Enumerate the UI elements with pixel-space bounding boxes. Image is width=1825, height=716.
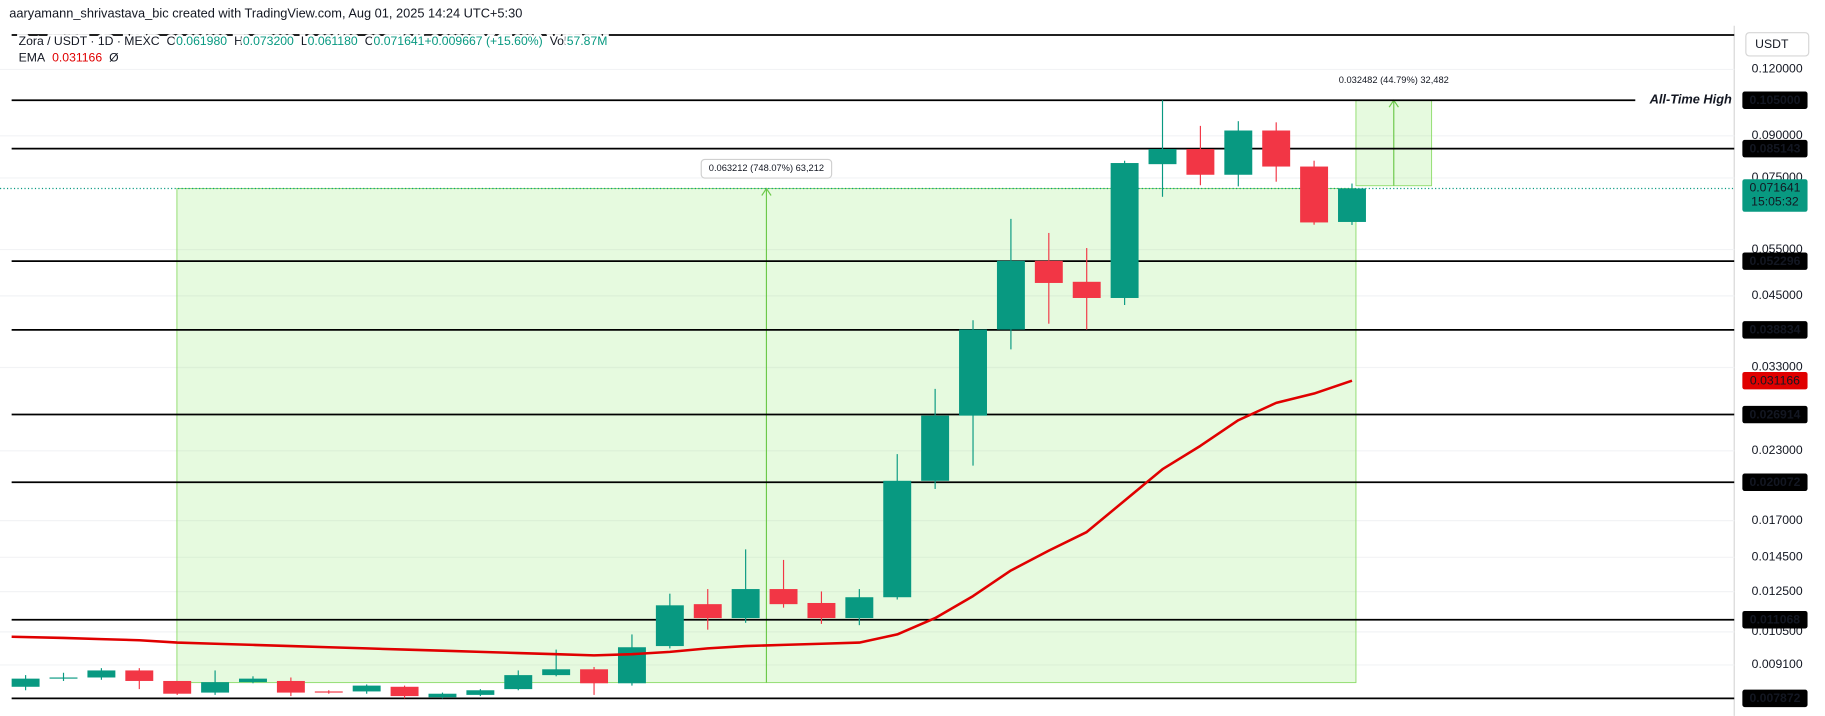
candle-body — [87, 670, 116, 678]
level-label: 0.026914 — [1749, 407, 1800, 421]
candle-body — [693, 604, 722, 619]
ema-legend: EMA 0.031166 Ø — [19, 51, 120, 65]
candle-body — [542, 669, 571, 676]
candle-body — [921, 415, 950, 481]
candle-body — [504, 675, 533, 690]
candle-body — [883, 480, 912, 598]
candle-body — [276, 680, 305, 693]
y-tick-label: 0.023000 — [1752, 443, 1803, 457]
ohlc-value: 0.061980 — [176, 34, 227, 48]
candle-body — [996, 260, 1025, 330]
ohlc-key: O — [167, 34, 177, 48]
candle-body — [49, 677, 78, 679]
ohlc-key: H — [234, 34, 243, 48]
level-label-box — [1742, 321, 1808, 339]
candle-body — [239, 678, 267, 683]
candle-body — [580, 669, 609, 684]
candle-body — [201, 682, 230, 693]
level-note: All-Time High — [1649, 92, 1732, 107]
candle-body — [769, 589, 798, 605]
candle-body — [466, 690, 495, 695]
ema-name: EMA — [19, 51, 46, 65]
ohlc-key: C — [365, 34, 374, 48]
ema-price-box — [1742, 371, 1808, 390]
candle-body — [1224, 130, 1253, 175]
candle-body — [390, 686, 419, 697]
currency-label: USDT — [1755, 37, 1789, 51]
y-tick-label: 0.014500 — [1752, 550, 1803, 564]
level-label-box — [1742, 473, 1808, 492]
candle-body — [731, 589, 760, 619]
level-label: 0.105000 — [1749, 93, 1800, 107]
candle-body — [1072, 281, 1101, 298]
ema-value: 0.031166 — [52, 51, 102, 65]
candle-body — [1300, 166, 1329, 223]
ohlc-value: 0.073200 — [243, 34, 294, 48]
level-label: 0.011068 — [1750, 613, 1800, 627]
last-price-box — [1742, 179, 1808, 212]
y-tick-label: 0.055000 — [1752, 242, 1803, 256]
y-tick-label: 0.033000 — [1752, 360, 1803, 374]
currency-box — [1745, 32, 1810, 57]
symbol: Zora / USDT · 1D · MEXC — [19, 34, 160, 48]
level-label: 0.007872 — [1749, 691, 1800, 705]
candle-body — [1034, 260, 1063, 283]
measure-arrowhead — [761, 187, 772, 196]
y-tick-label: 0.045000 — [1752, 288, 1803, 302]
watermark: aaryamann_shrivastava_bic created with T… — [9, 5, 522, 20]
candle-body — [11, 678, 40, 687]
level-label-box — [1742, 91, 1808, 109]
level-label-box — [1742, 405, 1808, 424]
ohlc-value: 0.071641 — [374, 34, 425, 48]
candle-body — [1110, 163, 1139, 298]
countdown: 15:05:32 — [1751, 195, 1799, 209]
symbol-legend: Zora / USDT · 1D · MEXC O0.061980 H0.07320… — [19, 34, 608, 48]
ohlc-key: L — [301, 34, 308, 48]
y-tick-label: 0.012500 — [1752, 584, 1803, 598]
level-label-box — [1742, 252, 1808, 270]
candle-body — [655, 605, 684, 647]
level-label: 0.052296 — [1749, 254, 1800, 268]
candle-body — [1148, 149, 1177, 165]
level-label: 0.020072 — [1749, 475, 1800, 489]
measure-label-box — [700, 158, 833, 179]
candle-body — [1338, 188, 1366, 222]
ema-line — [11, 379, 1353, 657]
candle-body — [125, 670, 154, 681]
level-label: 0.085143 — [1749, 141, 1800, 155]
candle-body — [314, 691, 343, 693]
ohlc-value: +0.009667 (+15.60%) — [424, 34, 542, 48]
ema-price-label: 0.031166 — [1750, 374, 1800, 388]
candle-body — [1262, 130, 1291, 167]
ohlc-key: Vol — [550, 34, 567, 48]
y-tick-label: 0.120000 — [1752, 62, 1803, 76]
candle-body — [163, 680, 192, 694]
ohlc-value: 0.061180 — [308, 34, 358, 48]
y-tick-label: 0.090000 — [1752, 128, 1803, 142]
y-tick-label: 0.017000 — [1752, 513, 1803, 527]
candle-body — [845, 597, 874, 619]
level-label-box — [1742, 689, 1808, 708]
candle-body — [1186, 149, 1215, 175]
ohlc-value: 57.87M — [567, 34, 608, 48]
level-label-box — [1742, 610, 1808, 629]
candle-body — [807, 602, 836, 619]
candle-body — [959, 329, 987, 416]
level-label: 0.038834 — [1749, 323, 1800, 337]
candle-body — [428, 693, 457, 698]
measure-label: 0.063212 (748.07%) 63,212 — [709, 163, 824, 173]
measure-label: 0.032482 (44.79%) 32,482 — [1339, 75, 1449, 85]
last-price-label: 0.071641 — [1749, 181, 1800, 195]
level-label-box — [1742, 139, 1808, 158]
ema-extra: Ø — [109, 51, 119, 65]
y-tick-label: 0.009100 — [1752, 657, 1803, 671]
candle-body — [352, 685, 381, 692]
